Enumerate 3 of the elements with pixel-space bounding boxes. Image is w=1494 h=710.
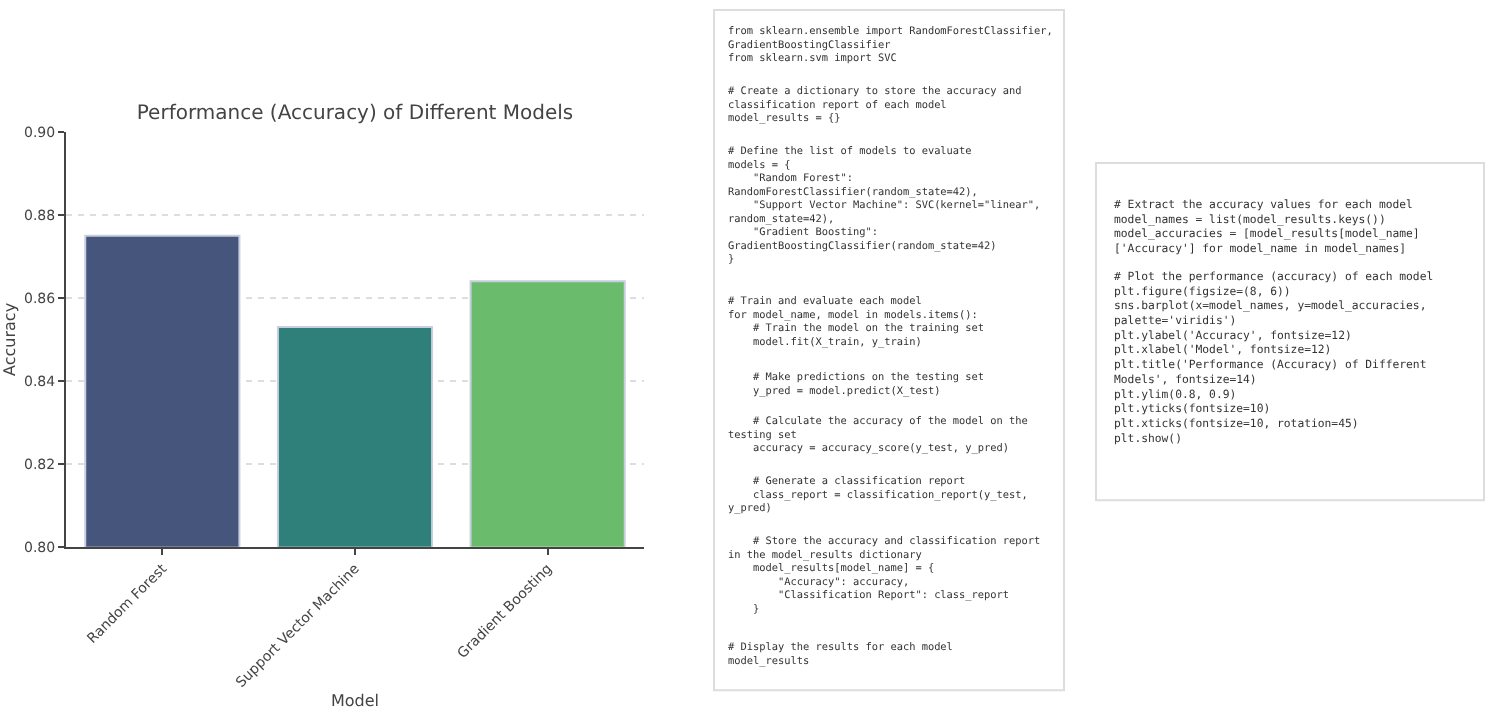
chart-title: Performance (Accuracy) of Different Models bbox=[136, 103, 574, 125]
y-axis-title: Accuracy bbox=[1, 302, 20, 376]
x-axis-title: Model bbox=[330, 692, 380, 710]
